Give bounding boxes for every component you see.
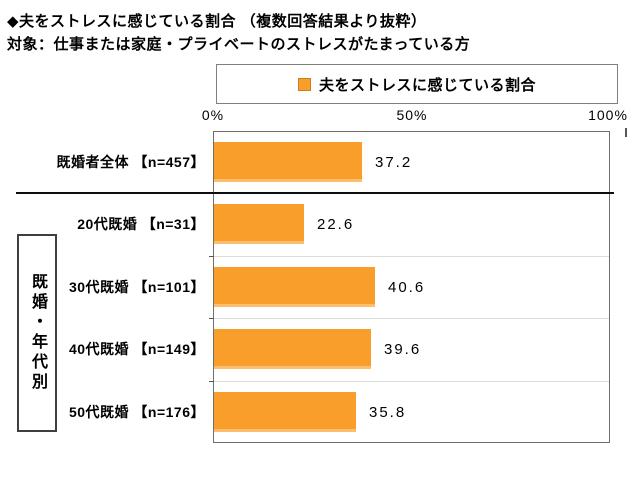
row-axis-tick bbox=[209, 381, 214, 382]
axis-tick-label-0: 0% bbox=[201, 107, 225, 123]
row-gridline bbox=[214, 318, 609, 319]
value-label: 40.6 bbox=[388, 278, 426, 296]
category-label: 30代既婚 【n=101】 bbox=[68, 279, 205, 295]
row-gridline bbox=[214, 256, 609, 257]
chart-subtitle: 対象：仕事または家庭・プライベートのストレスがたまっている方 bbox=[7, 36, 471, 53]
row-gridline bbox=[214, 381, 609, 382]
bar bbox=[214, 329, 371, 369]
value-label: 39.6 bbox=[384, 340, 422, 358]
legend-box: 夫をストレスに感じている割合 bbox=[216, 64, 618, 104]
bar bbox=[214, 204, 304, 244]
row-axis-tick bbox=[209, 318, 214, 319]
group-box: 既婚・年代別 bbox=[17, 234, 57, 432]
legend-label: 夫をストレスに感じている割合 bbox=[318, 76, 536, 94]
chart-canvas: 既婚者全体 【n=457】 37.2 20代既婚 【n=31】 22.6 30代既婚 【… bbox=[0, 128, 640, 443]
group-label: 既婚・年代別 bbox=[29, 273, 46, 393]
category-label: 20代既婚 【n=31】 bbox=[77, 216, 205, 232]
axis-tick-label-50: 50% bbox=[396, 107, 428, 123]
chart-title: ◆夫をストレスに感じている割合 （複数回答結果より抜粋） bbox=[7, 13, 427, 30]
bar bbox=[214, 142, 362, 182]
value-label: 37.2 bbox=[375, 153, 413, 171]
row-separator-line bbox=[16, 192, 614, 194]
category-label: 既婚者全体 【n=457】 bbox=[56, 154, 205, 170]
row-axis-tick bbox=[209, 256, 214, 257]
bar bbox=[214, 392, 356, 432]
axis-tick-label-100: 100% bbox=[588, 107, 628, 123]
bar bbox=[214, 267, 375, 307]
category-label: 50代既婚 【n=176】 bbox=[68, 404, 205, 420]
category-label: 40代既婚 【n=149】 bbox=[68, 341, 205, 357]
value-label: 35.8 bbox=[369, 403, 407, 421]
value-label: 22.6 bbox=[317, 215, 355, 233]
fifty-percent-tick bbox=[625, 128, 627, 137]
legend-marker-icon bbox=[297, 77, 311, 91]
